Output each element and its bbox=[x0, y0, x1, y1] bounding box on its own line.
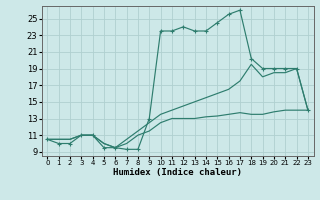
X-axis label: Humidex (Indice chaleur): Humidex (Indice chaleur) bbox=[113, 168, 242, 177]
